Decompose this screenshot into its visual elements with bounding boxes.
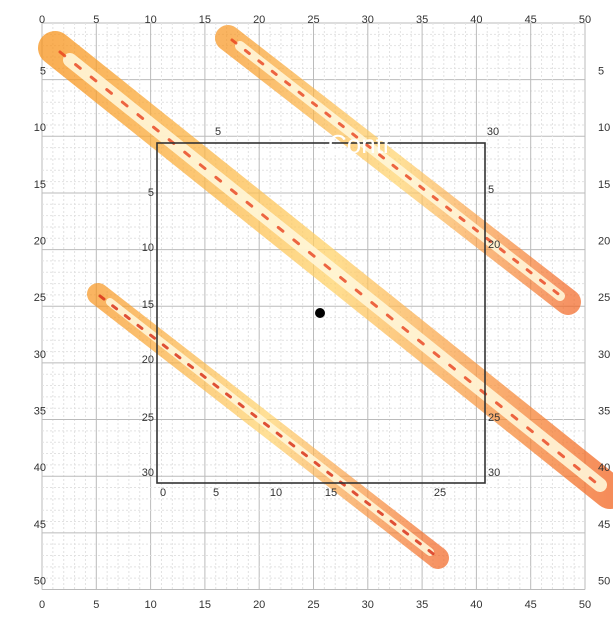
- inner-left-label: 5: [148, 187, 154, 199]
- left-label: 20: [34, 236, 46, 248]
- inner-right-label: 20: [488, 239, 500, 251]
- top-label: 15: [199, 14, 211, 26]
- top-label: 50: [579, 14, 591, 26]
- bottom-label: 15: [199, 599, 211, 611]
- top-label: 35: [416, 14, 428, 26]
- inner-bottom-label: 15: [325, 487, 337, 499]
- bottom-label: 30: [362, 599, 374, 611]
- left-label: 30: [34, 349, 46, 361]
- left-label: 5: [40, 66, 46, 78]
- right-label: 45: [598, 519, 610, 531]
- left-label: 45: [34, 519, 46, 531]
- bottom-label: 35: [416, 599, 428, 611]
- top-label: 0: [39, 14, 45, 26]
- bottom-label: 45: [525, 599, 537, 611]
- fire-streaks: [55, 38, 610, 558]
- right-label: 30: [598, 349, 610, 361]
- inner-bottom-label: 10: [270, 487, 282, 499]
- bottom-label: 5: [93, 599, 99, 611]
- left-label: 10: [34, 122, 46, 134]
- top-label: 10: [144, 14, 156, 26]
- right-label: 50: [598, 575, 610, 587]
- left-label: 40: [34, 462, 46, 474]
- left-label: 25: [34, 292, 46, 304]
- top-label: 25: [307, 14, 319, 26]
- bottom-label: 10: [144, 599, 156, 611]
- right-label: 15: [598, 179, 610, 191]
- inner-top-label: 5: [215, 126, 221, 138]
- inner-right-label: 30: [488, 467, 500, 479]
- top-label: 5: [93, 14, 99, 26]
- inner-left-label: 30: [142, 467, 154, 479]
- inner-top-label: 30: [487, 126, 499, 138]
- bottom-label: 0: [39, 599, 45, 611]
- right-label: 10: [598, 122, 610, 134]
- inner-left-label: 10: [142, 242, 154, 254]
- inner-bottom-label: 25: [434, 487, 446, 499]
- right-label: 35: [598, 405, 610, 417]
- right-label: 40: [598, 462, 610, 474]
- left-label: 50: [34, 575, 46, 587]
- inner-right-label: 25: [488, 412, 500, 424]
- top-label: 45: [525, 14, 537, 26]
- right-label: 5: [598, 66, 604, 78]
- right-label: 20: [598, 236, 610, 248]
- grid-figure: Contr 0510152025303540455005101520253035…: [0, 0, 613, 614]
- inner-right-label: 5: [488, 184, 494, 196]
- inner-bottom-label: 0: [160, 487, 166, 499]
- bottom-label: 25: [307, 599, 319, 611]
- inner-bottom-label: 5: [213, 487, 219, 499]
- page: {"outer_grid": { "top_labels": ["0", "5"…: [0, 0, 613, 614]
- left-label: 15: [34, 179, 46, 191]
- overlay-text: Contr: [328, 129, 392, 159]
- bottom-label: 20: [253, 599, 265, 611]
- inner-left-label: 20: [142, 354, 154, 366]
- top-label: 30: [362, 14, 374, 26]
- inner-left-label: 15: [142, 299, 154, 311]
- bottom-label: 40: [470, 599, 482, 611]
- right-label: 25: [598, 292, 610, 304]
- top-label: 20: [253, 14, 265, 26]
- left-label: 35: [34, 405, 46, 417]
- center-dot: [315, 308, 325, 318]
- top-label: 40: [470, 14, 482, 26]
- inner-left-label: 25: [142, 412, 154, 424]
- bottom-label: 50: [579, 599, 591, 611]
